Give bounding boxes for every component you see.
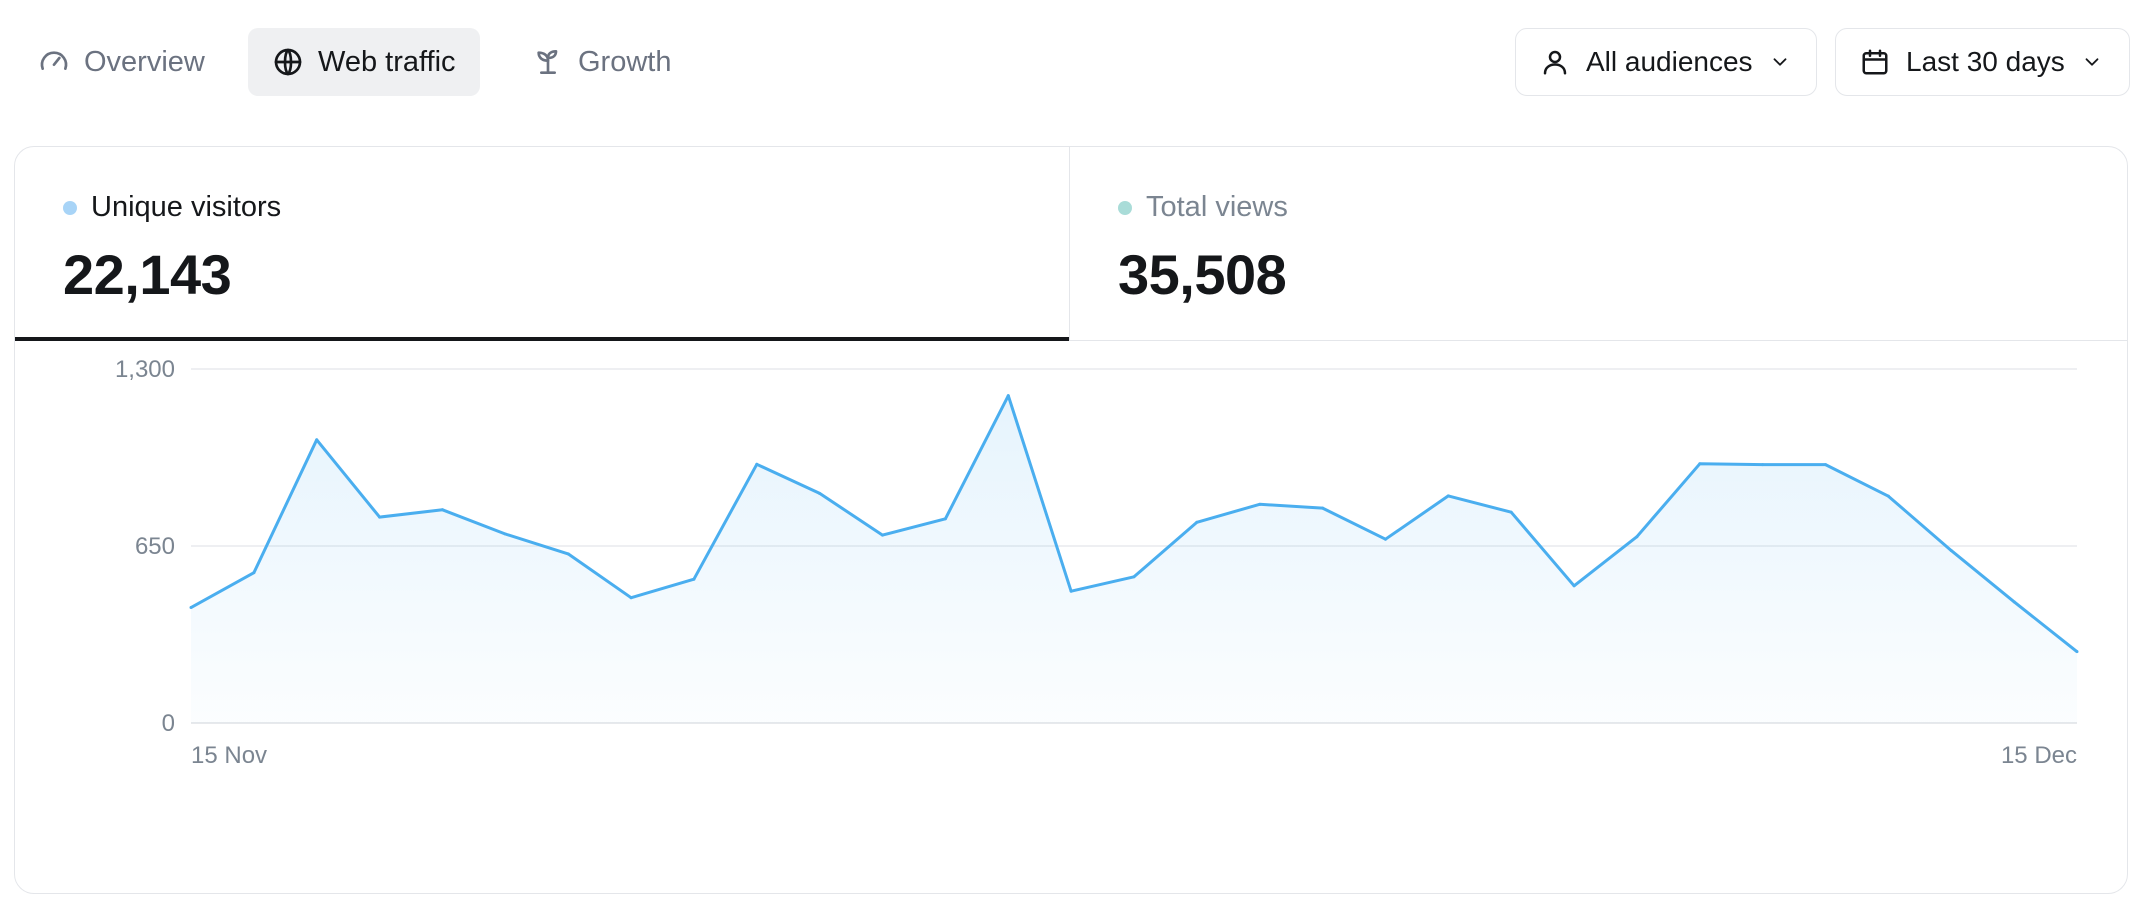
data-point xyxy=(1006,394,1010,398)
kpi-unique-visitors[interactable]: Unique visitors 22,143 xyxy=(15,147,1069,341)
chevron-down-icon xyxy=(2085,58,2099,66)
kpi-total-views[interactable]: Total views 35,508 xyxy=(1069,147,2127,341)
date-range-dropdown[interactable]: Last 30 days xyxy=(1835,28,2130,96)
data-point xyxy=(692,577,696,581)
data-point xyxy=(252,571,256,575)
kpi-value: 35,508 xyxy=(1118,243,1287,306)
data-point xyxy=(1886,494,1890,498)
x-tick-label: 15 Nov xyxy=(191,742,267,769)
sprout-icon xyxy=(537,50,558,74)
data-point xyxy=(943,517,947,521)
x-tick-label: 15 Dec xyxy=(2001,742,2077,769)
data-point xyxy=(1258,502,1262,506)
data-point xyxy=(566,552,570,556)
data-point xyxy=(1069,589,1073,593)
audience-label: All audiences xyxy=(1586,46,1753,77)
data-point xyxy=(2012,600,2016,604)
tab-label: Web traffic xyxy=(318,45,456,78)
series-points xyxy=(189,394,2079,654)
calendar-icon xyxy=(1862,49,1888,75)
data-point xyxy=(1761,463,1765,467)
data-point xyxy=(1698,462,1702,466)
tab-label: Overview xyxy=(84,45,205,78)
date-range-label: Last 30 days xyxy=(1906,46,2065,77)
data-point xyxy=(1949,549,1953,553)
y-tick-label: 650 xyxy=(135,533,175,560)
toolbar: Overview Web traffic Growth All audience… xyxy=(0,0,2144,140)
data-point xyxy=(881,533,885,537)
data-point xyxy=(315,438,319,442)
user-icon xyxy=(1543,50,1567,75)
kpi-label-row: Total views xyxy=(1118,191,2127,224)
kpi-label: Unique visitors xyxy=(91,191,282,223)
chevron-down-icon xyxy=(1773,58,1786,66)
data-point xyxy=(1635,535,1639,539)
kpi-label-row: Unique visitors xyxy=(63,191,1069,224)
series-area xyxy=(191,395,2077,723)
data-point xyxy=(2075,650,2079,654)
tab-growth[interactable]: Growth xyxy=(508,28,695,96)
data-point xyxy=(1509,510,1513,514)
data-point xyxy=(1383,537,1387,541)
tab-overview[interactable]: Overview xyxy=(14,28,229,96)
data-point xyxy=(1446,494,1450,498)
globe-icon xyxy=(274,48,302,76)
data-point xyxy=(1132,575,1136,579)
analytics-card: Unique visitors 22,143 Total views 35,50… xyxy=(14,146,2128,894)
data-point xyxy=(1195,520,1199,524)
kpi-label: Total views xyxy=(1146,191,1288,223)
data-point xyxy=(1824,463,1828,467)
tab-label: Growth xyxy=(578,45,672,78)
kpi-value: 22,143 xyxy=(63,243,232,306)
audience-dropdown[interactable]: All audiences xyxy=(1515,28,1817,96)
data-point xyxy=(755,462,759,466)
data-point xyxy=(1572,584,1576,588)
data-point xyxy=(378,515,382,519)
data-point xyxy=(503,532,507,536)
data-point xyxy=(629,596,633,600)
data-point xyxy=(1321,506,1325,510)
y-tick-label: 0 xyxy=(162,710,175,737)
x-axis: 15 Nov 15 Dec xyxy=(191,742,2077,769)
data-point xyxy=(189,606,193,610)
series-dot-icon xyxy=(1118,200,1132,215)
series-dot-icon xyxy=(63,200,77,215)
data-point xyxy=(818,491,822,495)
tab-web-traffic[interactable]: Web traffic xyxy=(248,28,480,96)
y-tick-label: 1,300 xyxy=(115,356,175,383)
gauge-icon xyxy=(40,51,68,70)
visitors-chart: 0 650 1,300 15 Nov 15 Dec xyxy=(115,356,2079,769)
data-point xyxy=(440,508,444,512)
y-axis: 0 650 1,300 xyxy=(115,356,175,737)
